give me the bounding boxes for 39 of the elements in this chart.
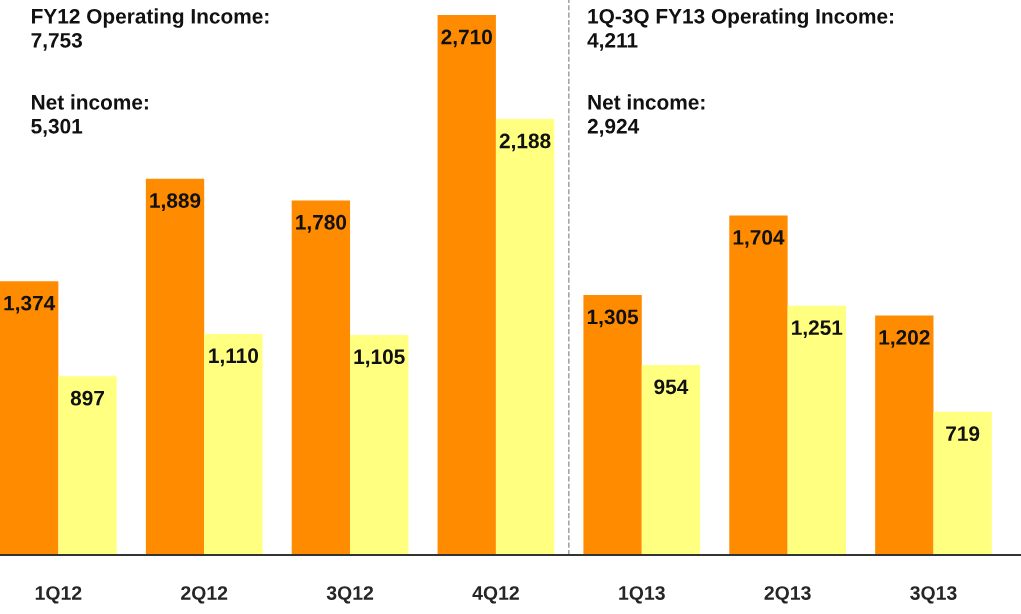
annotation: 1Q-3Q FY13 Operating Income: 4,211 (587, 8, 894, 51)
data-label: 719 (946, 426, 980, 442)
bar (583, 295, 642, 556)
x-tick-label: 1Q12 (35, 586, 82, 604)
data-label: 2,710 (441, 29, 492, 48)
data-label: 1,889 (150, 193, 201, 211)
bar (933, 411, 992, 556)
annotation: Net income: 2,924 (587, 94, 705, 137)
bar (0, 281, 59, 556)
data-label: 1,251 (792, 320, 843, 339)
bar (495, 119, 555, 556)
data-label: 1,704 (733, 230, 785, 248)
x-tick-label: 3Q12 (326, 586, 374, 604)
bar (787, 305, 846, 556)
data-label: 897 (70, 390, 104, 406)
bar (437, 15, 496, 556)
data-label: 954 (654, 379, 689, 395)
bar (291, 200, 351, 556)
data-label: 1,780 (296, 214, 347, 233)
data-label: 1,374 (4, 295, 56, 314)
bar (729, 215, 788, 556)
bar (204, 333, 263, 556)
bar (350, 334, 409, 556)
data-label: 2,188 (499, 133, 551, 152)
bar (875, 315, 934, 556)
x-tick-label: 2Q12 (181, 586, 228, 604)
x-tick-label: 2Q13 (764, 586, 811, 604)
x-tick-label: 3Q13 (910, 586, 957, 604)
bar (145, 178, 205, 556)
data-label: 1,202 (879, 330, 930, 348)
x-tick-label: 4Q12 (472, 586, 519, 604)
annotation: Net income: 5,301 (31, 94, 148, 137)
data-label: 1,105 (354, 349, 405, 368)
data-label: 1,110 (209, 348, 259, 367)
bar (58, 376, 117, 556)
annotation: FY12 Operating Income: 7,753 (31, 8, 269, 51)
data-label: 1,305 (587, 309, 639, 328)
x-tick-label: 1Q13 (619, 586, 665, 604)
bar (641, 364, 701, 556)
